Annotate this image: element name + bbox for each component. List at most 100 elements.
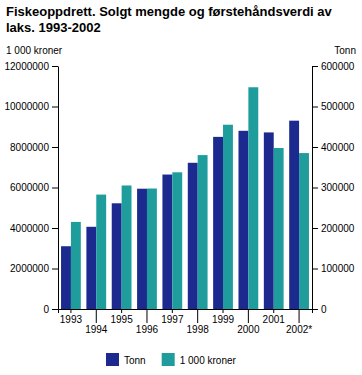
plot: 0200000040000006000000800000010000000120… xyxy=(5,61,355,335)
tick-mark xyxy=(223,309,224,313)
bar xyxy=(172,172,182,309)
x-axis: 1993199419951996199719981999200020012002… xyxy=(59,309,313,335)
tick-mark xyxy=(312,269,318,270)
chart: Fiskeoppdrett. Solgt mengde og førstehån… xyxy=(0,0,362,375)
bar xyxy=(71,222,81,309)
tick-label: 8000000 xyxy=(10,142,49,153)
tick: 1994 xyxy=(85,309,108,335)
tick: 12000000 xyxy=(5,61,59,72)
tick-label: 400000 xyxy=(321,142,355,153)
tick-label: 0 xyxy=(321,304,327,315)
tick: 6000000 xyxy=(10,182,58,193)
tick-label: 10000000 xyxy=(5,101,50,112)
tick-mark xyxy=(52,228,58,229)
tick: 2000 xyxy=(237,309,260,335)
bar xyxy=(61,246,71,309)
tick-mark xyxy=(52,188,58,189)
bar xyxy=(264,132,274,309)
tick-mark xyxy=(248,309,249,323)
tick-mark xyxy=(312,147,318,148)
bar xyxy=(198,155,208,309)
tick: 8000000 xyxy=(10,142,58,153)
tick: 400000 xyxy=(312,142,355,153)
tick-mark xyxy=(121,309,122,313)
tick: 300000 xyxy=(312,182,355,193)
tick-label: 1996 xyxy=(136,324,159,335)
tick-mark xyxy=(197,309,198,323)
tick-label: 2000000 xyxy=(10,263,49,274)
tick: 1999 xyxy=(212,309,235,325)
tick: 10000000 xyxy=(5,101,59,112)
tick: 0 xyxy=(43,304,58,315)
bar xyxy=(96,195,106,309)
tick-label: 1997 xyxy=(161,314,184,325)
bar xyxy=(299,153,309,309)
y2-axis: 0100000200000300000400000500000600000 xyxy=(312,61,355,315)
tick-label: 1998 xyxy=(187,324,210,335)
tick-mark xyxy=(52,309,58,310)
y-axis-title: 1 000 kroner xyxy=(6,45,63,56)
bar xyxy=(238,131,248,309)
tick-label: 500000 xyxy=(321,101,355,112)
tick-mark xyxy=(96,309,97,323)
tick-label: 6000000 xyxy=(10,182,49,193)
bar xyxy=(122,185,132,309)
tick-label: 300000 xyxy=(321,182,355,193)
tick-label: 100000 xyxy=(321,263,355,274)
tick-label: 4000000 xyxy=(10,223,49,234)
tick: 2002* xyxy=(286,309,312,335)
tick-mark xyxy=(70,309,71,313)
legend-swatch xyxy=(162,353,175,366)
tick-mark xyxy=(312,228,318,229)
bar xyxy=(137,189,147,309)
legend: Tonn 1 000 kroner xyxy=(106,353,237,366)
tick-mark xyxy=(52,269,58,270)
y-axis: 0 2000000 4000000 6000000 8000000 10000000 120… xyxy=(5,61,59,315)
tick-label: 1993 xyxy=(60,314,83,325)
tick: 1995 xyxy=(111,309,134,325)
tick: 4000000 xyxy=(10,223,58,234)
tick: 1998 xyxy=(187,309,210,335)
legend-item: 1 000 kroner xyxy=(162,353,237,366)
bar xyxy=(213,137,223,309)
legend-swatch xyxy=(106,353,119,366)
tick-label: 1999 xyxy=(212,314,235,325)
tick: 2000000 xyxy=(10,263,58,274)
bars xyxy=(61,87,309,309)
tick: 600000 xyxy=(312,61,355,72)
bar xyxy=(86,227,96,309)
axis-line xyxy=(58,67,59,310)
tick-label: 2001 xyxy=(263,314,286,325)
tick: 100000 xyxy=(312,263,355,274)
tick: 2001 xyxy=(263,309,286,325)
tick-mark xyxy=(52,107,58,108)
tick-mark xyxy=(312,188,318,189)
y2-axis-title: Tonn xyxy=(334,45,356,56)
tick-mark xyxy=(312,66,318,67)
legend-label: 1 000 kroner xyxy=(180,355,237,366)
tick-mark xyxy=(273,309,274,313)
tick: 500000 xyxy=(312,101,355,112)
bar xyxy=(188,163,198,309)
tick-label: 2002* xyxy=(286,324,312,335)
legend-item: Tonn xyxy=(106,353,146,366)
tick-label: 2000 xyxy=(237,324,260,335)
tick: 0 xyxy=(312,304,327,315)
tick-label: 0 xyxy=(43,304,49,315)
tick-mark xyxy=(299,309,300,323)
bar xyxy=(274,148,284,309)
tick-label: 600000 xyxy=(321,61,355,72)
tick-mark xyxy=(312,107,318,108)
bar xyxy=(112,203,122,309)
bar xyxy=(248,87,258,309)
bar xyxy=(162,175,172,309)
tick-label: 12000000 xyxy=(5,61,50,72)
bar xyxy=(289,121,299,309)
tick-label: 1995 xyxy=(111,314,134,325)
tick-label: 1994 xyxy=(85,324,108,335)
tick: 1993 xyxy=(60,309,83,325)
tick-mark xyxy=(52,147,58,148)
tick-mark xyxy=(146,309,147,323)
tick: 1996 xyxy=(136,309,159,335)
bar xyxy=(147,189,157,309)
